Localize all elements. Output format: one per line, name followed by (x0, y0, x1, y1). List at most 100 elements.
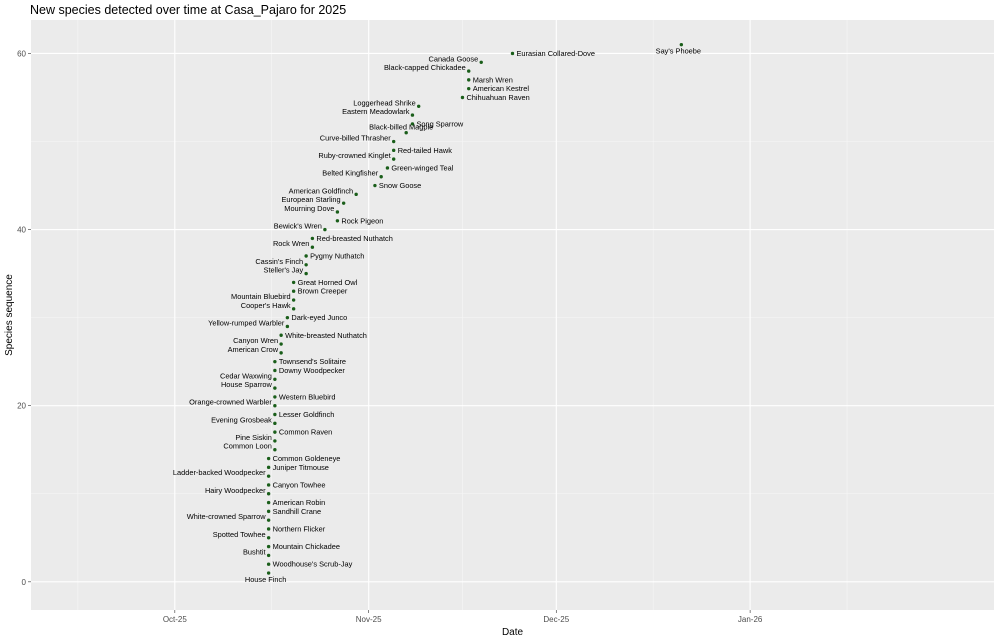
data-point (291, 289, 296, 293)
x-axis-title: Date (502, 627, 524, 638)
point-label: Green-winged Teal (391, 163, 453, 172)
data-point (391, 157, 396, 161)
point-label: Loggerhead Shrike (353, 98, 415, 107)
data-point (291, 280, 296, 285)
point-label: Cedar Waxwing (220, 371, 272, 380)
x-tick-label: Dec-25 (543, 615, 569, 624)
data-point (273, 430, 277, 434)
point-label: Western Bluebird (279, 392, 336, 401)
data-point (291, 307, 296, 311)
data-point (266, 571, 271, 575)
data-point (460, 95, 465, 100)
point-label: Ladder-backed Woodpecker (173, 468, 266, 477)
point-label: Lesser Goldfinch (279, 410, 334, 419)
x-tick-label: Oct-25 (163, 615, 188, 624)
point-label: Mountain Chickadee (273, 542, 340, 551)
data-point (266, 492, 271, 496)
data-point (273, 377, 277, 381)
point-label: Red-breasted Nuthatch (316, 234, 392, 243)
point-label: Mourning Dove (284, 204, 334, 213)
point-label: Downy Woodpecker (279, 366, 346, 375)
point-label: Brown Creeper (298, 287, 348, 296)
point-label: Juniper Titmouse (273, 463, 329, 472)
data-point (266, 518, 271, 522)
data-point (417, 104, 421, 108)
data-point (266, 562, 271, 566)
point-label: Curve-billed Thrasher (320, 134, 391, 143)
data-point (323, 227, 327, 232)
data-point (273, 448, 277, 452)
data-point (391, 139, 396, 144)
y-axis-title: Species sequence (4, 274, 15, 356)
data-point (266, 500, 271, 505)
data-point (291, 298, 296, 302)
data-point (266, 509, 271, 514)
x-axis: Oct-25 Nov-25 Dec-25 Jan-26 (163, 610, 763, 624)
point-label: American Crow (228, 345, 279, 354)
data-point (391, 148, 396, 153)
point-label: House Finch (245, 575, 287, 584)
point-label: Mountain Bluebird (231, 292, 291, 301)
data-point (373, 183, 377, 188)
data-point (273, 359, 277, 364)
point-label: Black-billed Magpie (369, 123, 433, 132)
data-point (273, 368, 277, 373)
point-label: Canada Goose (429, 54, 479, 63)
point-label: Eastern Meadowlark (342, 107, 410, 116)
point-label: Canyon Towhee (273, 480, 326, 489)
point-label: Northern Flicker (273, 524, 326, 533)
data-point (304, 254, 308, 258)
data-point (335, 219, 340, 223)
x-tick-label: Jan-26 (738, 615, 763, 624)
data-point (285, 324, 290, 329)
point-label: American Robin (273, 498, 326, 507)
point-label: Townsend's Solitaire (279, 357, 346, 366)
y-axis: 0 20 40 60 (17, 49, 31, 587)
data-point (304, 263, 308, 267)
point-label: Chihuahuan Raven (466, 93, 529, 102)
point-label: Pine Siskin (235, 433, 272, 442)
data-point (479, 60, 483, 64)
point-label: Marsh Wren (473, 75, 513, 84)
y-tick-label: 40 (17, 226, 26, 235)
chart-title: New species detected over time at Casa_P… (30, 3, 347, 17)
data-point (266, 483, 271, 487)
point-label: Ruby-crowned Kinglet (318, 151, 390, 160)
data-point (410, 122, 415, 126)
data-point (266, 544, 271, 549)
point-label: Song Sparrow (416, 119, 463, 128)
data-point (404, 131, 408, 135)
point-label: Evening Grosbeak (211, 415, 272, 424)
data-point (273, 412, 277, 417)
point-label: Cassin's Finch (255, 257, 303, 266)
data-point (266, 536, 271, 540)
y-tick-label: 20 (17, 402, 26, 411)
point-label: European Starling (281, 195, 340, 204)
point-label: Bushtit (243, 547, 266, 556)
data-point (266, 527, 271, 531)
data-point (335, 210, 340, 214)
major-gridlines (31, 20, 994, 610)
data-point (279, 351, 283, 355)
plot-panel (31, 20, 994, 610)
point-label: Common Raven (279, 428, 332, 437)
data-point (379, 175, 383, 179)
point-label: White-breasted Nuthatch (285, 331, 367, 340)
point-label: Steller's Jay (264, 266, 304, 275)
point-label: Great Horned Owl (298, 278, 358, 287)
data-point (410, 113, 415, 117)
point-label: Sandhill Crane (273, 507, 321, 516)
point-label: Rock Pigeon (341, 216, 383, 225)
point-label: Bewick's Wren (274, 222, 322, 231)
data-point (467, 86, 471, 91)
point-label: Black-capped Chickadee (384, 63, 466, 72)
data-point (467, 78, 471, 82)
point-label: Say's Phoebe (656, 47, 701, 56)
point-label: Rock Wren (273, 239, 309, 248)
data-point (310, 245, 315, 249)
data-point (273, 404, 277, 408)
point-label: Hairy Woodpecker (205, 486, 266, 495)
data-point (341, 201, 346, 205)
point-label: Canyon Wren (233, 336, 278, 345)
minor-gridlines (31, 20, 994, 610)
